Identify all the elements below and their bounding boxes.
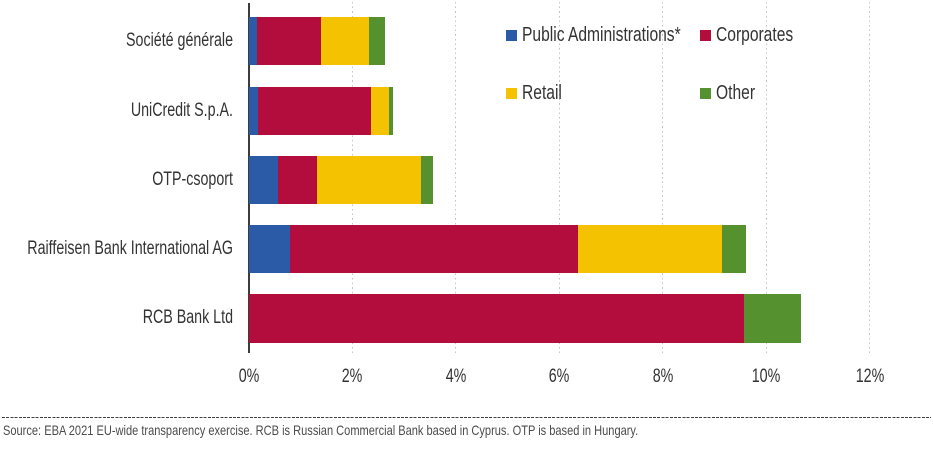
bar-segment	[277, 155, 317, 204]
bar-segment	[249, 86, 259, 135]
legend-label: Retail	[522, 81, 562, 104]
gridline-8pct	[662, 2, 664, 355]
footer-divider	[2, 417, 931, 418]
bar-2	[249, 86, 393, 135]
gridline-6pct	[558, 2, 560, 355]
x-tick-label: 10%	[751, 366, 781, 387]
legend-label: Other	[716, 81, 756, 104]
category-label: Raiffeisen Bank International AG	[27, 238, 233, 260]
bar-5	[249, 294, 801, 343]
x-tick-label: 6%	[548, 366, 570, 387]
bar-segment	[249, 294, 744, 343]
gridline-12pct	[869, 2, 871, 355]
source-note: Source: EBA 2021 EU-wide transparency ex…	[3, 422, 639, 438]
x-tick-label: 4%	[445, 366, 467, 387]
bar-3	[249, 155, 434, 204]
bar-segment	[371, 86, 390, 135]
gridline-10pct	[765, 2, 767, 355]
legend-swatch-icon	[700, 87, 711, 99]
x-tick-label: 8%	[652, 366, 673, 387]
bar-1	[249, 17, 385, 66]
category-label: RCB Bank Ltd	[142, 307, 233, 329]
bar-segment	[249, 17, 258, 66]
category-label: UniCredit S.p.A.	[130, 99, 233, 121]
bar-segment	[316, 155, 422, 204]
bar-segment	[421, 155, 434, 204]
legend-swatch-icon	[506, 87, 517, 99]
legend-item: Public Administrations*	[506, 24, 725, 46]
legend-item: Other	[700, 81, 766, 104]
bar-segment	[321, 17, 370, 66]
bar-segment	[289, 225, 578, 274]
bar-4	[249, 225, 746, 274]
bar-segment	[258, 86, 372, 135]
legend-swatch-icon	[700, 30, 711, 41]
bar-segment	[721, 225, 746, 274]
bar-segment	[369, 17, 385, 66]
bar-segment	[249, 225, 290, 274]
legend-item: Corporates	[700, 24, 815, 46]
bar-segment	[249, 155, 278, 204]
bar-segment	[389, 86, 393, 135]
legend-label: Public Administrations*	[522, 24, 681, 46]
bar-segment	[257, 17, 322, 66]
gridline-4pct	[455, 2, 457, 355]
x-tick-label: 2%	[342, 366, 363, 387]
legend-swatch-icon	[506, 30, 517, 41]
bar-segment	[743, 294, 801, 343]
x-tick-label: 12%	[855, 366, 884, 387]
category-label: Société générale	[126, 30, 233, 52]
legend-item: Retail	[506, 81, 573, 104]
y-axis-line	[248, 3, 250, 353]
category-label: OTP-csoport	[152, 168, 233, 190]
x-tick-label: 0%	[238, 366, 260, 387]
legend-label: Corporates	[716, 24, 794, 46]
bar-segment	[577, 225, 722, 274]
